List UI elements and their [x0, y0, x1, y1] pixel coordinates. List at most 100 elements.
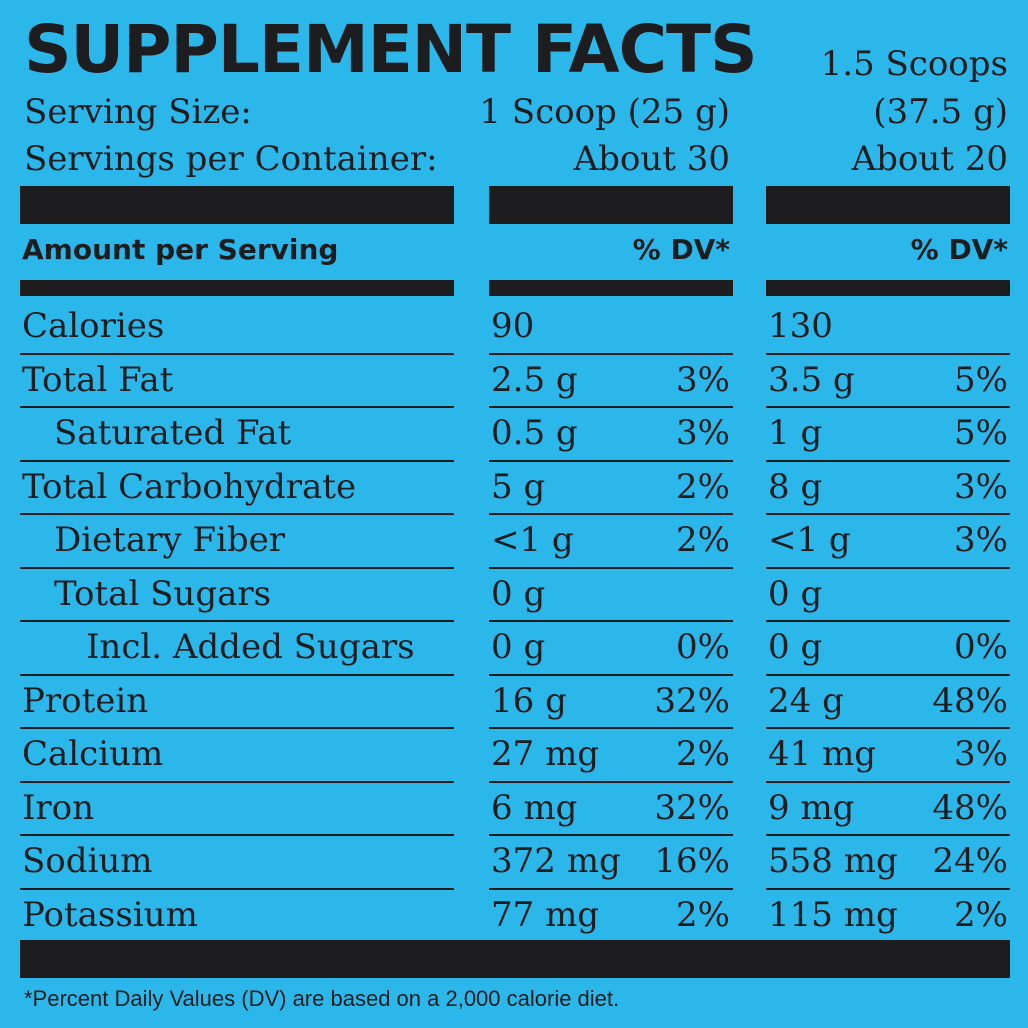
col2-dv: 24% [932, 841, 1008, 881]
row-divider [766, 566, 1010, 569]
row-divider [766, 459, 1010, 462]
row-divider [766, 352, 1010, 355]
row-divider [489, 780, 733, 783]
row-divider [489, 834, 733, 836]
col1-amount: 372 mg [491, 841, 621, 881]
nutrient-name: Incl. Added Sugars [86, 627, 415, 667]
medium-divider-col2 [766, 280, 1010, 296]
medium-divider-name-col [20, 280, 454, 296]
row-divider [20, 406, 454, 408]
row-divider [20, 727, 454, 729]
thick-divider-col2 [766, 186, 1010, 224]
row-divider [489, 887, 733, 890]
label-title: SUPPLEMENT FACTS [24, 11, 758, 88]
col1-amount: 5 g [491, 466, 546, 507]
col2-dv: 3% [954, 466, 1008, 507]
col1-serving-size: 1 Scoop (25 g) [479, 92, 730, 132]
col2-amount: 9 mg [768, 787, 855, 828]
nutrient-name: Total Fat [22, 359, 174, 400]
col2-dv: 5% [954, 413, 1008, 453]
amount-per-serving-heading: Amount per Serving [22, 233, 339, 266]
col2-amount: 1 g [768, 413, 823, 453]
col2-dv: 5% [954, 359, 1008, 400]
daily-value-footnote: *Percent Daily Values (DV) are based on … [24, 986, 620, 1011]
nutrient-name: Potassium [22, 894, 198, 935]
col2-dv: 2% [954, 894, 1008, 935]
nutrient-name: Calories [22, 306, 165, 346]
row-divider [489, 459, 733, 462]
col2-amount: 24 g [768, 680, 844, 721]
col1-amount: 16 g [491, 680, 567, 721]
dv-header-col2: % DV* [910, 233, 1008, 266]
thick-divider-col1 [489, 186, 733, 224]
col2-amount: 0 g [768, 573, 823, 614]
row-divider [20, 459, 454, 462]
row-divider [20, 780, 454, 783]
col1-dv: 3% [676, 413, 730, 453]
col2-amount: 41 mg [768, 734, 877, 774]
col2-dv: 0% [954, 627, 1008, 667]
col2-amount: 3.5 g [768, 359, 855, 400]
row-divider [20, 887, 454, 890]
col1-amount: 27 mg [491, 734, 600, 774]
col1-dv: 3% [676, 359, 730, 400]
row-divider [766, 887, 1010, 890]
col2-amount: 130 [768, 306, 833, 346]
col2-serving-size-line2: (37.5 g) [873, 92, 1008, 132]
col1-dv: 2% [676, 894, 730, 935]
row-divider [20, 566, 454, 569]
medium-divider-col1 [489, 280, 733, 296]
col2-dv: 3% [954, 734, 1008, 774]
nutrient-name: Saturated Fat [54, 413, 292, 453]
row-divider [20, 834, 454, 836]
row-divider [766, 620, 1010, 622]
row-divider [489, 727, 733, 729]
col1-servings-per-container: About 30 [573, 139, 730, 179]
col1-dv: 16% [654, 841, 730, 881]
dv-header-col1: % DV* [632, 233, 730, 266]
row-divider [766, 727, 1010, 729]
col2-serving-size-line1: 1.5 Scoops [820, 44, 1008, 84]
row-divider [766, 780, 1010, 783]
row-divider [489, 352, 733, 355]
col1-dv: 0% [676, 627, 730, 667]
col1-dv: 2% [676, 466, 730, 507]
row-divider [489, 406, 733, 408]
row-divider [20, 620, 454, 622]
col1-amount: 2.5 g [491, 359, 578, 400]
row-divider [489, 673, 733, 676]
col2-amount: 115 mg [768, 894, 898, 935]
nutrient-name: Total Carbohydrate [22, 466, 357, 507]
nutrient-name: Iron [22, 787, 95, 828]
col1-amount: <1 g [491, 520, 574, 560]
col1-dv: 2% [676, 734, 730, 774]
row-divider [20, 352, 454, 355]
row-divider [489, 620, 733, 622]
row-divider [766, 513, 1010, 515]
servings-per-container-label: Servings per Container: [24, 139, 438, 179]
col2-amount: 558 mg [768, 841, 898, 881]
row-divider [489, 513, 733, 515]
col1-amount: 90 [491, 306, 535, 346]
nutrient-name: Sodium [22, 841, 153, 881]
col1-amount: 6 mg [491, 787, 578, 828]
row-divider [766, 834, 1010, 836]
nutrient-name: Protein [22, 680, 149, 721]
serving-size-label: Serving Size: [24, 92, 252, 132]
col1-amount: 0 g [491, 627, 546, 667]
col1-amount: 0.5 g [491, 413, 578, 453]
col1-amount: 77 mg [491, 894, 600, 935]
row-divider [20, 513, 454, 515]
col2-dv: 48% [932, 680, 1008, 721]
thick-divider-name-col [20, 186, 454, 224]
col2-dv: 48% [932, 787, 1008, 828]
row-divider [766, 406, 1010, 408]
nutrient-name: Dietary Fiber [54, 520, 286, 560]
col2-dv: 3% [954, 520, 1008, 560]
col2-amount: 0 g [768, 627, 823, 667]
col2-amount: <1 g [768, 520, 851, 560]
row-divider [20, 673, 454, 676]
col2-servings-per-container: About 20 [851, 139, 1008, 179]
row-divider [766, 673, 1010, 676]
